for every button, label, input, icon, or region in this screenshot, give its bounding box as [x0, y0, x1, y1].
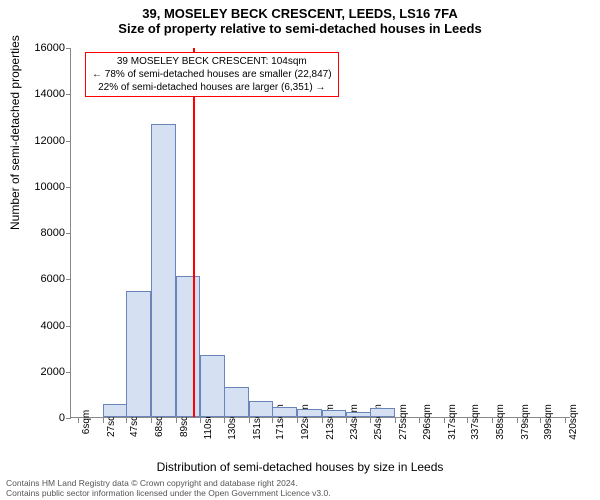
- x-tick-mark: [444, 418, 445, 423]
- x-tick-mark: [78, 418, 79, 423]
- annotation-line2: ← 78% of semi-detached houses are smalle…: [92, 68, 332, 81]
- annotation-box: 39 MOSELEY BECK CRESCENT: 104sqm ← 78% o…: [85, 52, 339, 97]
- x-tick-mark: [151, 418, 152, 423]
- histogram-bar: [176, 276, 201, 417]
- x-tick-mark: [272, 418, 273, 423]
- y-tick-mark: [66, 418, 71, 419]
- histogram-bar: [322, 410, 347, 417]
- annotation-line3: 22% of semi-detached houses are larger (…: [92, 81, 332, 94]
- histogram-bar: [346, 412, 371, 417]
- histogram-bar: [224, 387, 249, 417]
- x-tick-label: 296sqm: [422, 404, 433, 440]
- histogram-bar: [297, 409, 322, 417]
- y-tick-label: 0: [21, 412, 65, 424]
- x-tick-mark: [224, 418, 225, 423]
- x-tick-mark: [419, 418, 420, 423]
- histogram-bar: [151, 124, 176, 417]
- plot-region: 02000400060008000100001200014000160006sq…: [70, 48, 570, 418]
- y-tick-mark: [66, 233, 71, 234]
- y-tick-label: 6000: [21, 273, 65, 285]
- footer-line1: Contains HM Land Registry data © Crown c…: [6, 478, 331, 488]
- x-tick-mark: [249, 418, 250, 423]
- chart-area: 02000400060008000100001200014000160006sq…: [70, 48, 570, 418]
- histogram-bar: [370, 408, 395, 417]
- x-tick-mark: [176, 418, 177, 423]
- y-tick-label: 4000: [21, 320, 65, 332]
- y-tick-label: 16000: [21, 42, 65, 54]
- x-tick-label: 317sqm: [447, 404, 458, 440]
- histogram-bar: [200, 355, 225, 417]
- chart-title-line2: Size of property relative to semi-detach…: [0, 21, 600, 38]
- x-tick-mark: [297, 418, 298, 423]
- y-tick-label: 14000: [21, 88, 65, 100]
- x-tick-mark: [540, 418, 541, 423]
- x-tick-label: 6sqm: [81, 410, 92, 434]
- x-tick-mark: [200, 418, 201, 423]
- x-tick-label: 358sqm: [495, 404, 506, 440]
- x-tick-mark: [517, 418, 518, 423]
- x-tick-mark: [492, 418, 493, 423]
- y-tick-mark: [66, 372, 71, 373]
- y-tick-label: 8000: [21, 227, 65, 239]
- x-tick-label: 275sqm: [398, 404, 409, 440]
- footer-line2: Contains public sector information licen…: [6, 488, 331, 498]
- y-tick-label: 10000: [21, 181, 65, 193]
- y-tick-label: 12000: [21, 135, 65, 147]
- chart-title-line1: 39, MOSELEY BECK CRESCENT, LEEDS, LS16 7…: [0, 0, 600, 21]
- x-tick-mark: [565, 418, 566, 423]
- annotation-line1: 39 MOSELEY BECK CRESCENT: 104sqm: [92, 55, 332, 68]
- y-tick-mark: [66, 141, 71, 142]
- y-tick-mark: [66, 48, 71, 49]
- x-tick-mark: [322, 418, 323, 423]
- histogram-bar: [103, 404, 128, 417]
- x-tick-label: 420sqm: [568, 404, 579, 440]
- y-axis-label: Number of semi-detached properties: [8, 35, 22, 230]
- x-tick-label: 399sqm: [543, 404, 554, 440]
- histogram-bar: [272, 407, 297, 417]
- x-tick-mark: [126, 418, 127, 423]
- x-tick-mark: [370, 418, 371, 423]
- x-tick-mark: [346, 418, 347, 423]
- x-tick-mark: [103, 418, 104, 423]
- y-tick-mark: [66, 94, 71, 95]
- x-axis-label: Distribution of semi-detached houses by …: [0, 460, 600, 474]
- histogram-bar: [126, 291, 151, 417]
- x-tick-mark: [395, 418, 396, 423]
- y-tick-mark: [66, 279, 71, 280]
- x-tick-label: 379sqm: [520, 404, 531, 440]
- y-tick-label: 2000: [21, 366, 65, 378]
- histogram-bar: [249, 401, 274, 417]
- y-tick-mark: [66, 326, 71, 327]
- x-tick-label: 234sqm: [349, 404, 360, 440]
- property-marker-line: [193, 48, 195, 417]
- x-tick-mark: [467, 418, 468, 423]
- x-tick-label: 337sqm: [470, 404, 481, 440]
- footer-attribution: Contains HM Land Registry data © Crown c…: [6, 478, 331, 498]
- y-tick-mark: [66, 187, 71, 188]
